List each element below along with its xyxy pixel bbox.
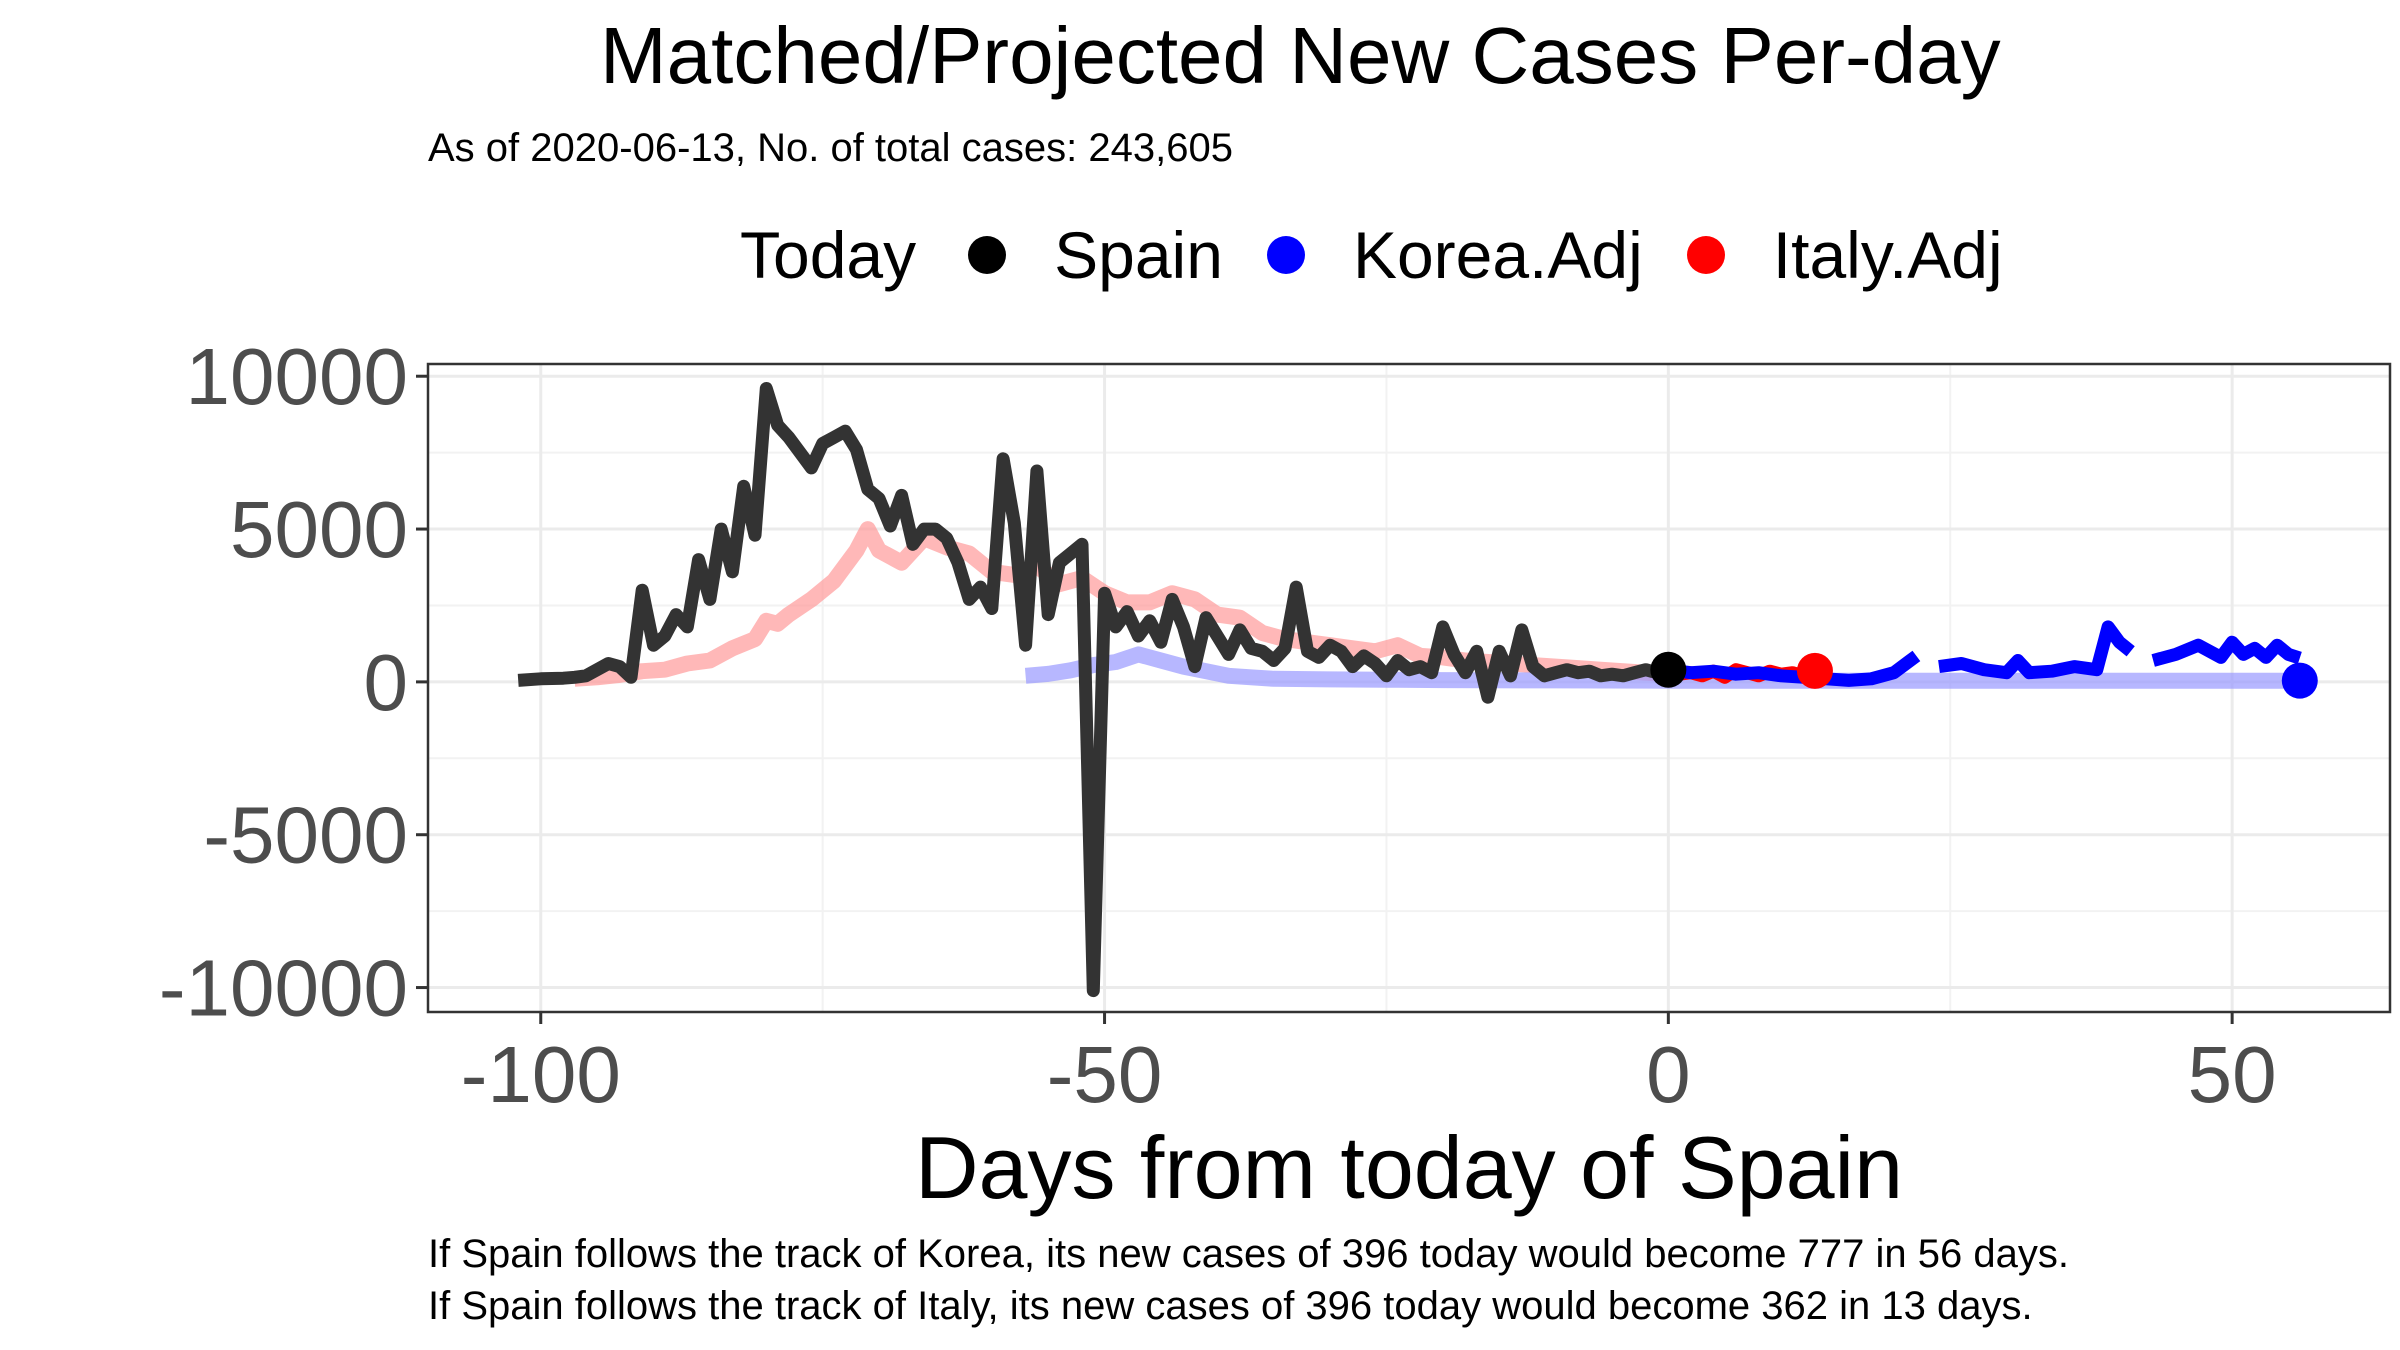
legend-item-italy: Italy.Adj	[1686, 217, 2003, 293]
legend-title: Today	[740, 218, 917, 292]
y-tick-label: -10000	[159, 944, 408, 1033]
chart-subtitle: As of 2020-06-13, No. of total cases: 24…	[428, 126, 1233, 170]
chart-title: Matched/Projected New Cases Per-day	[600, 11, 2001, 100]
x-tick-label: -50	[1047, 1030, 1163, 1119]
y-tick-label: 0	[364, 638, 409, 727]
x-tick-label: 0	[1646, 1030, 1691, 1119]
legend-label-spain: Spain	[1054, 218, 1223, 292]
legend: Today Spain Korea.Adj Italy.Adj	[740, 215, 2047, 295]
legend-dot-italy	[1686, 236, 1725, 274]
legend-item-korea: Korea.Adj	[1266, 217, 1643, 293]
series-line-spain	[517, 382, 1670, 998]
series-line-korea-adj	[1667, 620, 2302, 687]
legend-dot-korea	[1266, 236, 1305, 274]
x-tick-label: 50	[2188, 1030, 2277, 1119]
plot-border	[426, 362, 2392, 1014]
legend-item-spain: Spain	[968, 217, 1223, 293]
legend-dot-spain	[968, 236, 1007, 274]
today-marker-korea-adj	[2281, 662, 2318, 699]
y-tick-label: -5000	[203, 791, 408, 880]
caption-korea: If Spain follows the track of Korea, its…	[428, 1232, 2069, 1276]
caption-italy: If Spain follows the track of Italy, its…	[428, 1284, 2033, 1328]
x-tick-label: -100	[461, 1030, 621, 1119]
legend-label-korea: Korea.Adj	[1352, 218, 1643, 292]
y-tick-label: 5000	[230, 485, 408, 574]
y-tick-label: 10000	[186, 332, 408, 421]
legend-label-italy: Italy.Adj	[1772, 218, 2003, 292]
x-axis-title: Days from today of Spain	[915, 1118, 1903, 1217]
today-marker-italy-adj	[1796, 652, 1833, 689]
today-marker-spain	[1650, 651, 1687, 688]
